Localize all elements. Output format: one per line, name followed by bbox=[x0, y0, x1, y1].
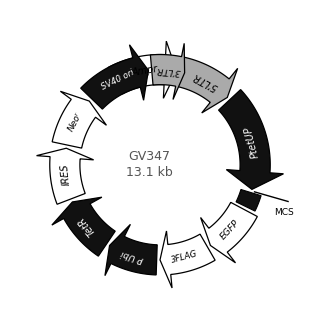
Polygon shape bbox=[219, 90, 284, 189]
Text: 3FLAG: 3FLAG bbox=[170, 249, 199, 265]
Text: Neoʳ: Neoʳ bbox=[67, 110, 84, 132]
Polygon shape bbox=[105, 224, 157, 276]
Polygon shape bbox=[201, 202, 257, 263]
Text: TetR: TetR bbox=[76, 214, 97, 237]
Text: MCS: MCS bbox=[274, 208, 293, 217]
Text: 5’LTR: 5’LTR bbox=[191, 70, 220, 92]
Text: SV40 ori: SV40 ori bbox=[100, 68, 135, 92]
Text: EGFP: EGFP bbox=[218, 218, 241, 241]
Polygon shape bbox=[160, 231, 215, 288]
Polygon shape bbox=[36, 148, 94, 204]
Text: Ampr: Ampr bbox=[131, 64, 159, 78]
Polygon shape bbox=[52, 197, 115, 256]
Text: PtetUP: PtetUP bbox=[244, 125, 261, 159]
Polygon shape bbox=[81, 45, 148, 109]
Text: P Ubi: P Ubi bbox=[120, 248, 145, 263]
Polygon shape bbox=[108, 41, 177, 98]
Polygon shape bbox=[52, 91, 107, 148]
Polygon shape bbox=[177, 57, 238, 113]
Polygon shape bbox=[150, 43, 185, 100]
Polygon shape bbox=[236, 189, 261, 211]
Text: 3’LTR: 3’LTR bbox=[156, 64, 181, 76]
Text: IRES: IRES bbox=[59, 163, 71, 185]
Text: 13.1 kb: 13.1 kb bbox=[125, 166, 172, 179]
Text: GV347: GV347 bbox=[128, 150, 170, 163]
